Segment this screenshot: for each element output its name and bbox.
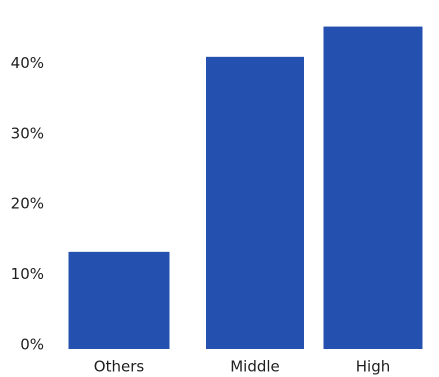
x-tick-label: Others: [94, 358, 145, 376]
y-tick-label: 10%: [11, 265, 44, 283]
x-tick-label: Middle: [230, 358, 280, 376]
y-tick-label: 30%: [11, 124, 44, 142]
x-tick-label: High: [356, 358, 390, 376]
y-axis: 0% 10% 20% 30% 40%: [11, 54, 44, 354]
bar-middle: [206, 56, 304, 350]
y-tick-label: 40%: [11, 54, 44, 72]
bars-group: [68, 26, 423, 350]
x-axis: Others Middle High: [94, 358, 390, 376]
bar-others: [68, 251, 170, 349]
bar-high: [323, 26, 423, 350]
y-tick-label: 20%: [11, 195, 44, 213]
y-tick-label: 0%: [20, 336, 44, 354]
